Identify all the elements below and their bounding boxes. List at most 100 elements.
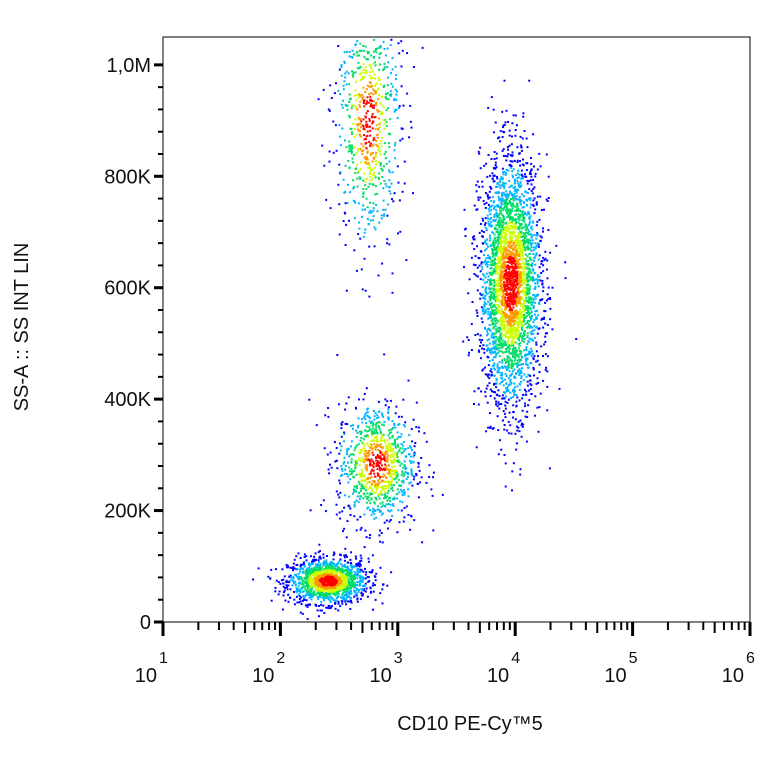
data-point [390,182,393,185]
data-point [506,429,509,432]
data-point [515,205,518,208]
data-point [522,232,525,235]
data-point [535,360,538,363]
data-point [343,472,346,475]
data-point [274,586,277,589]
data-point [512,336,515,338]
data-point [306,576,309,579]
data-point [497,306,500,309]
data-point [387,489,390,492]
data-point [508,344,511,347]
data-point [423,432,426,435]
data-point [366,408,369,411]
data-point [364,66,367,69]
data-point [350,562,353,565]
data-point [505,169,508,171]
data-point [485,192,487,194]
data-point [359,582,362,585]
data-point [513,368,516,371]
data-point [307,586,310,589]
data-point [482,254,485,256]
data-point [504,205,507,208]
data-point [509,224,512,227]
data-point [365,425,368,428]
data-point [507,331,510,334]
data-point [384,96,387,99]
data-point [373,575,376,578]
data-point [526,255,529,258]
data-point [344,76,347,79]
data-point [351,56,354,59]
data-point [476,208,479,211]
data-point [482,231,485,233]
data-point [353,146,356,149]
data-point [378,172,381,175]
data-point [498,247,501,250]
data-point [489,369,492,372]
data-point [531,242,534,245]
data-point [352,492,355,495]
data-point [367,506,370,509]
data-point [500,209,503,212]
data-point [496,363,499,366]
data-point [486,328,489,331]
data-point [501,344,504,347]
data-point [409,445,412,448]
data-point [369,166,372,169]
data-point [343,594,346,597]
data-point [525,277,528,280]
data-point [365,482,368,485]
data-point [340,584,343,587]
data-point [492,427,495,430]
data-point [348,505,351,508]
data-point [378,123,381,126]
data-point [500,285,503,288]
data-point [500,256,503,259]
data-point [509,227,512,230]
data-point [385,185,388,188]
data-point [478,152,481,155]
data-point [532,233,535,236]
data-point [520,258,523,261]
data-point [476,266,479,269]
data-point [516,429,519,432]
data-point [379,502,382,505]
data-point [539,195,542,198]
data-point [293,558,296,561]
data-point [257,567,260,570]
data-point [392,503,394,506]
data-point [496,393,499,396]
data-point [464,235,467,238]
data-point [521,210,524,213]
data-point [370,440,373,443]
data-point [522,309,525,312]
data-point [495,265,498,268]
data-point [507,120,510,123]
data-point [520,173,523,176]
data-point [501,339,504,342]
data-point [353,585,356,587]
data-point [410,514,413,517]
data-point [527,389,530,392]
data-point [498,136,501,139]
data-point [509,382,512,385]
data-point [513,182,516,185]
data-point [506,332,509,335]
data-point [350,107,353,110]
data-point [372,582,375,585]
data-point [501,359,504,362]
data-point [299,591,302,594]
data-point [347,461,349,464]
data-point [517,370,520,373]
data-point [388,448,391,451]
data-point [503,218,506,221]
data-point [512,388,515,391]
data-point [508,134,511,137]
data-point [537,275,540,278]
data-point [302,590,305,593]
data-point [531,239,534,242]
data-point [313,593,316,596]
data-point [326,570,329,573]
data-point [518,335,521,338]
data-point [400,452,403,455]
